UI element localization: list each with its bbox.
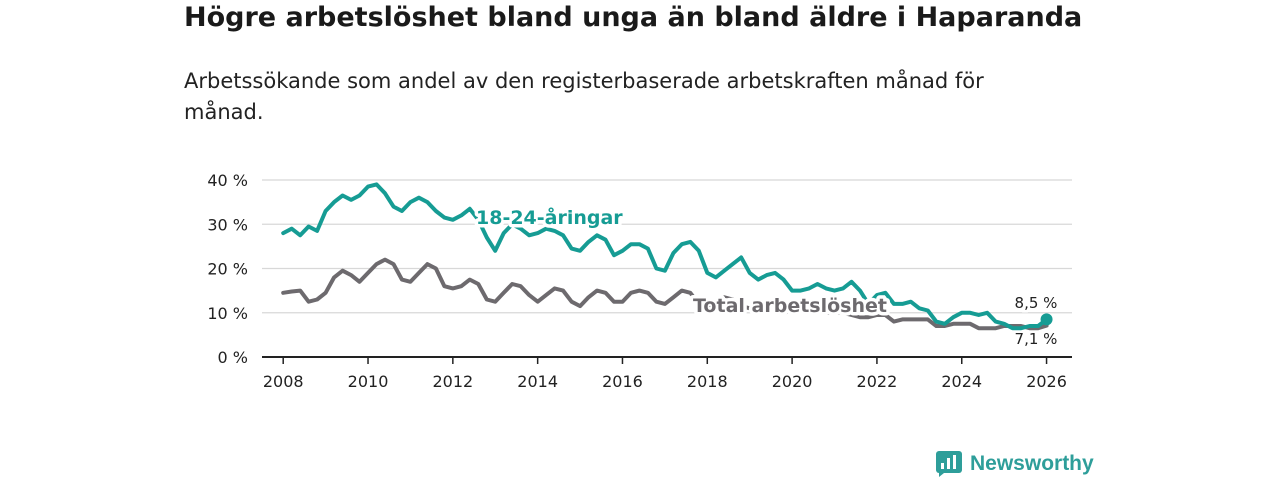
y-axis-ticks: 0 % 10 % 20 % 30 % 40 % [207, 171, 248, 367]
youth-end-label: 8,5 % [1015, 294, 1058, 312]
youth-series-line [281, 182, 1049, 331]
newsworthy-logo[interactable]: Newsworthy [936, 448, 1094, 480]
line-chart: 0 % 10 % 20 % 30 % 40 % 2008 2010 2012 2014 2016… [207, 171, 1072, 391]
x-tick-label: 2008 [263, 372, 304, 391]
newsworthy-logo-icon [936, 451, 962, 477]
x-tick-label: 2010 [348, 372, 389, 391]
x-tick-label: 2026 [1026, 372, 1067, 391]
series-labels: 18-24-åringar Total arbetslöshet 8,5 % 7,1 … [473, 202, 1060, 351]
x-tick-label: 2024 [941, 372, 982, 391]
y-tick-label: 0 % [218, 348, 248, 367]
brand-name: Newsworthy [970, 452, 1094, 475]
x-tick-label: 2016 [602, 372, 643, 391]
x-tick-label: 2014 [517, 372, 558, 391]
youth-end-point [1040, 313, 1053, 326]
x-tick-label: 2018 [687, 372, 728, 391]
chart-title: Högre arbetslöshet bland unga än bland ä… [184, 2, 1083, 33]
total-series-label: Total arbetslöshet [693, 295, 887, 317]
chart-subtitle: Arbetssökande som andel av den registerb… [184, 69, 984, 124]
x-tick-label: 2022 [857, 372, 898, 391]
total-series-line [281, 257, 1049, 331]
y-tick-label: 20 % [207, 260, 248, 279]
y-tick-label: 30 % [207, 215, 248, 234]
y-tick-label: 10 % [207, 304, 248, 323]
youth-series-label: 18-24-åringar [476, 205, 623, 229]
x-tick-label: 2020 [772, 372, 813, 391]
series-lines [281, 182, 1053, 331]
x-tick-label: 2012 [432, 372, 473, 391]
y-tick-label: 40 % [207, 171, 248, 190]
total-end-label: 7,1 % [1015, 330, 1058, 348]
x-axis-ticks: 2008 2010 2012 2014 2016 2018 2020 2022 2024 2026 [263, 357, 1067, 391]
